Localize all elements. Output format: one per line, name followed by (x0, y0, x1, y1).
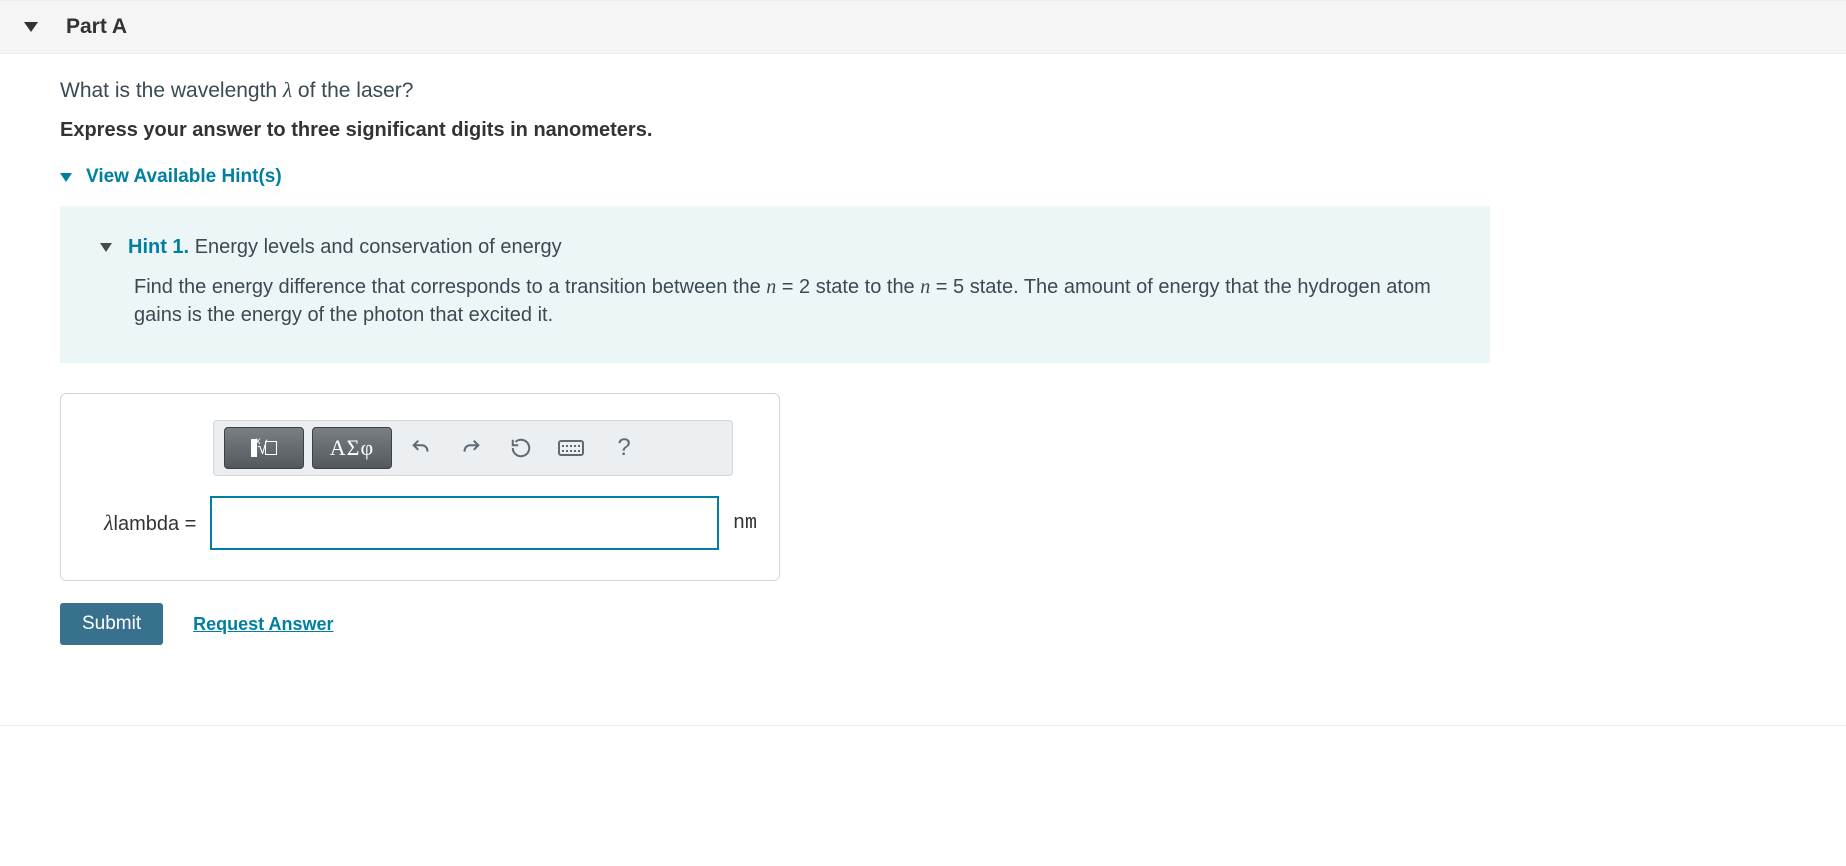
undo-button[interactable] (400, 427, 442, 469)
hint-panel: Hint 1. Energy levels and conservation o… (60, 206, 1490, 363)
redo-icon (460, 437, 482, 459)
help-icon: ? (617, 434, 630, 462)
help-button[interactable]: ? (600, 427, 648, 469)
keyboard-icon (558, 440, 584, 456)
lambda-symbol: λ (283, 78, 292, 102)
caret-down-icon (24, 22, 38, 32)
equation-toolbar: √x ΑΣφ ? (213, 420, 733, 476)
sqrt-template-icon: √x (251, 438, 278, 459)
templates-button[interactable]: √x (224, 427, 304, 469)
caret-down-icon (60, 173, 72, 182)
caret-down-icon (100, 243, 112, 252)
action-row: Submit Request Answer (60, 603, 1786, 645)
hint-body: Find the energy difference that correspo… (134, 273, 1450, 329)
request-answer-link[interactable]: Request Answer (193, 614, 333, 635)
answer-row: λlambda = nm (83, 496, 757, 550)
part-header[interactable]: Part A (0, 0, 1846, 54)
keyboard-button[interactable] (550, 427, 592, 469)
reset-button[interactable] (500, 427, 542, 469)
divider (0, 725, 1846, 726)
question-suffix: of the laser? (292, 79, 413, 102)
answer-instruction: Express your answer to three significant… (60, 119, 1786, 142)
part-title: Part A (66, 15, 127, 39)
undo-icon (410, 437, 432, 459)
greek-icon: ΑΣφ (330, 435, 374, 461)
question-prefix: What is the wavelength (60, 79, 283, 102)
variable-label: λlambda = (83, 510, 196, 536)
hint-number: Hint 1. (128, 236, 189, 258)
answer-input[interactable] (210, 496, 719, 550)
hint-header[interactable]: Hint 1. Energy levels and conservation o… (100, 236, 1450, 259)
part-content: What is the wavelength λ of the laser? E… (0, 54, 1846, 685)
submit-button[interactable]: Submit (60, 603, 163, 645)
greek-letters-button[interactable]: ΑΣφ (312, 427, 392, 469)
answer-panel: √x ΑΣφ ? (60, 393, 780, 581)
reset-icon (510, 437, 532, 459)
redo-button[interactable] (450, 427, 492, 469)
answer-unit: nm (733, 512, 757, 535)
hints-toggle-label: View Available Hint(s) (86, 166, 282, 188)
hint-title: Energy levels and conservation of energy (195, 236, 562, 258)
view-hints-toggle[interactable]: View Available Hint(s) (60, 166, 1786, 188)
question-text: What is the wavelength λ of the laser? (60, 78, 1786, 103)
